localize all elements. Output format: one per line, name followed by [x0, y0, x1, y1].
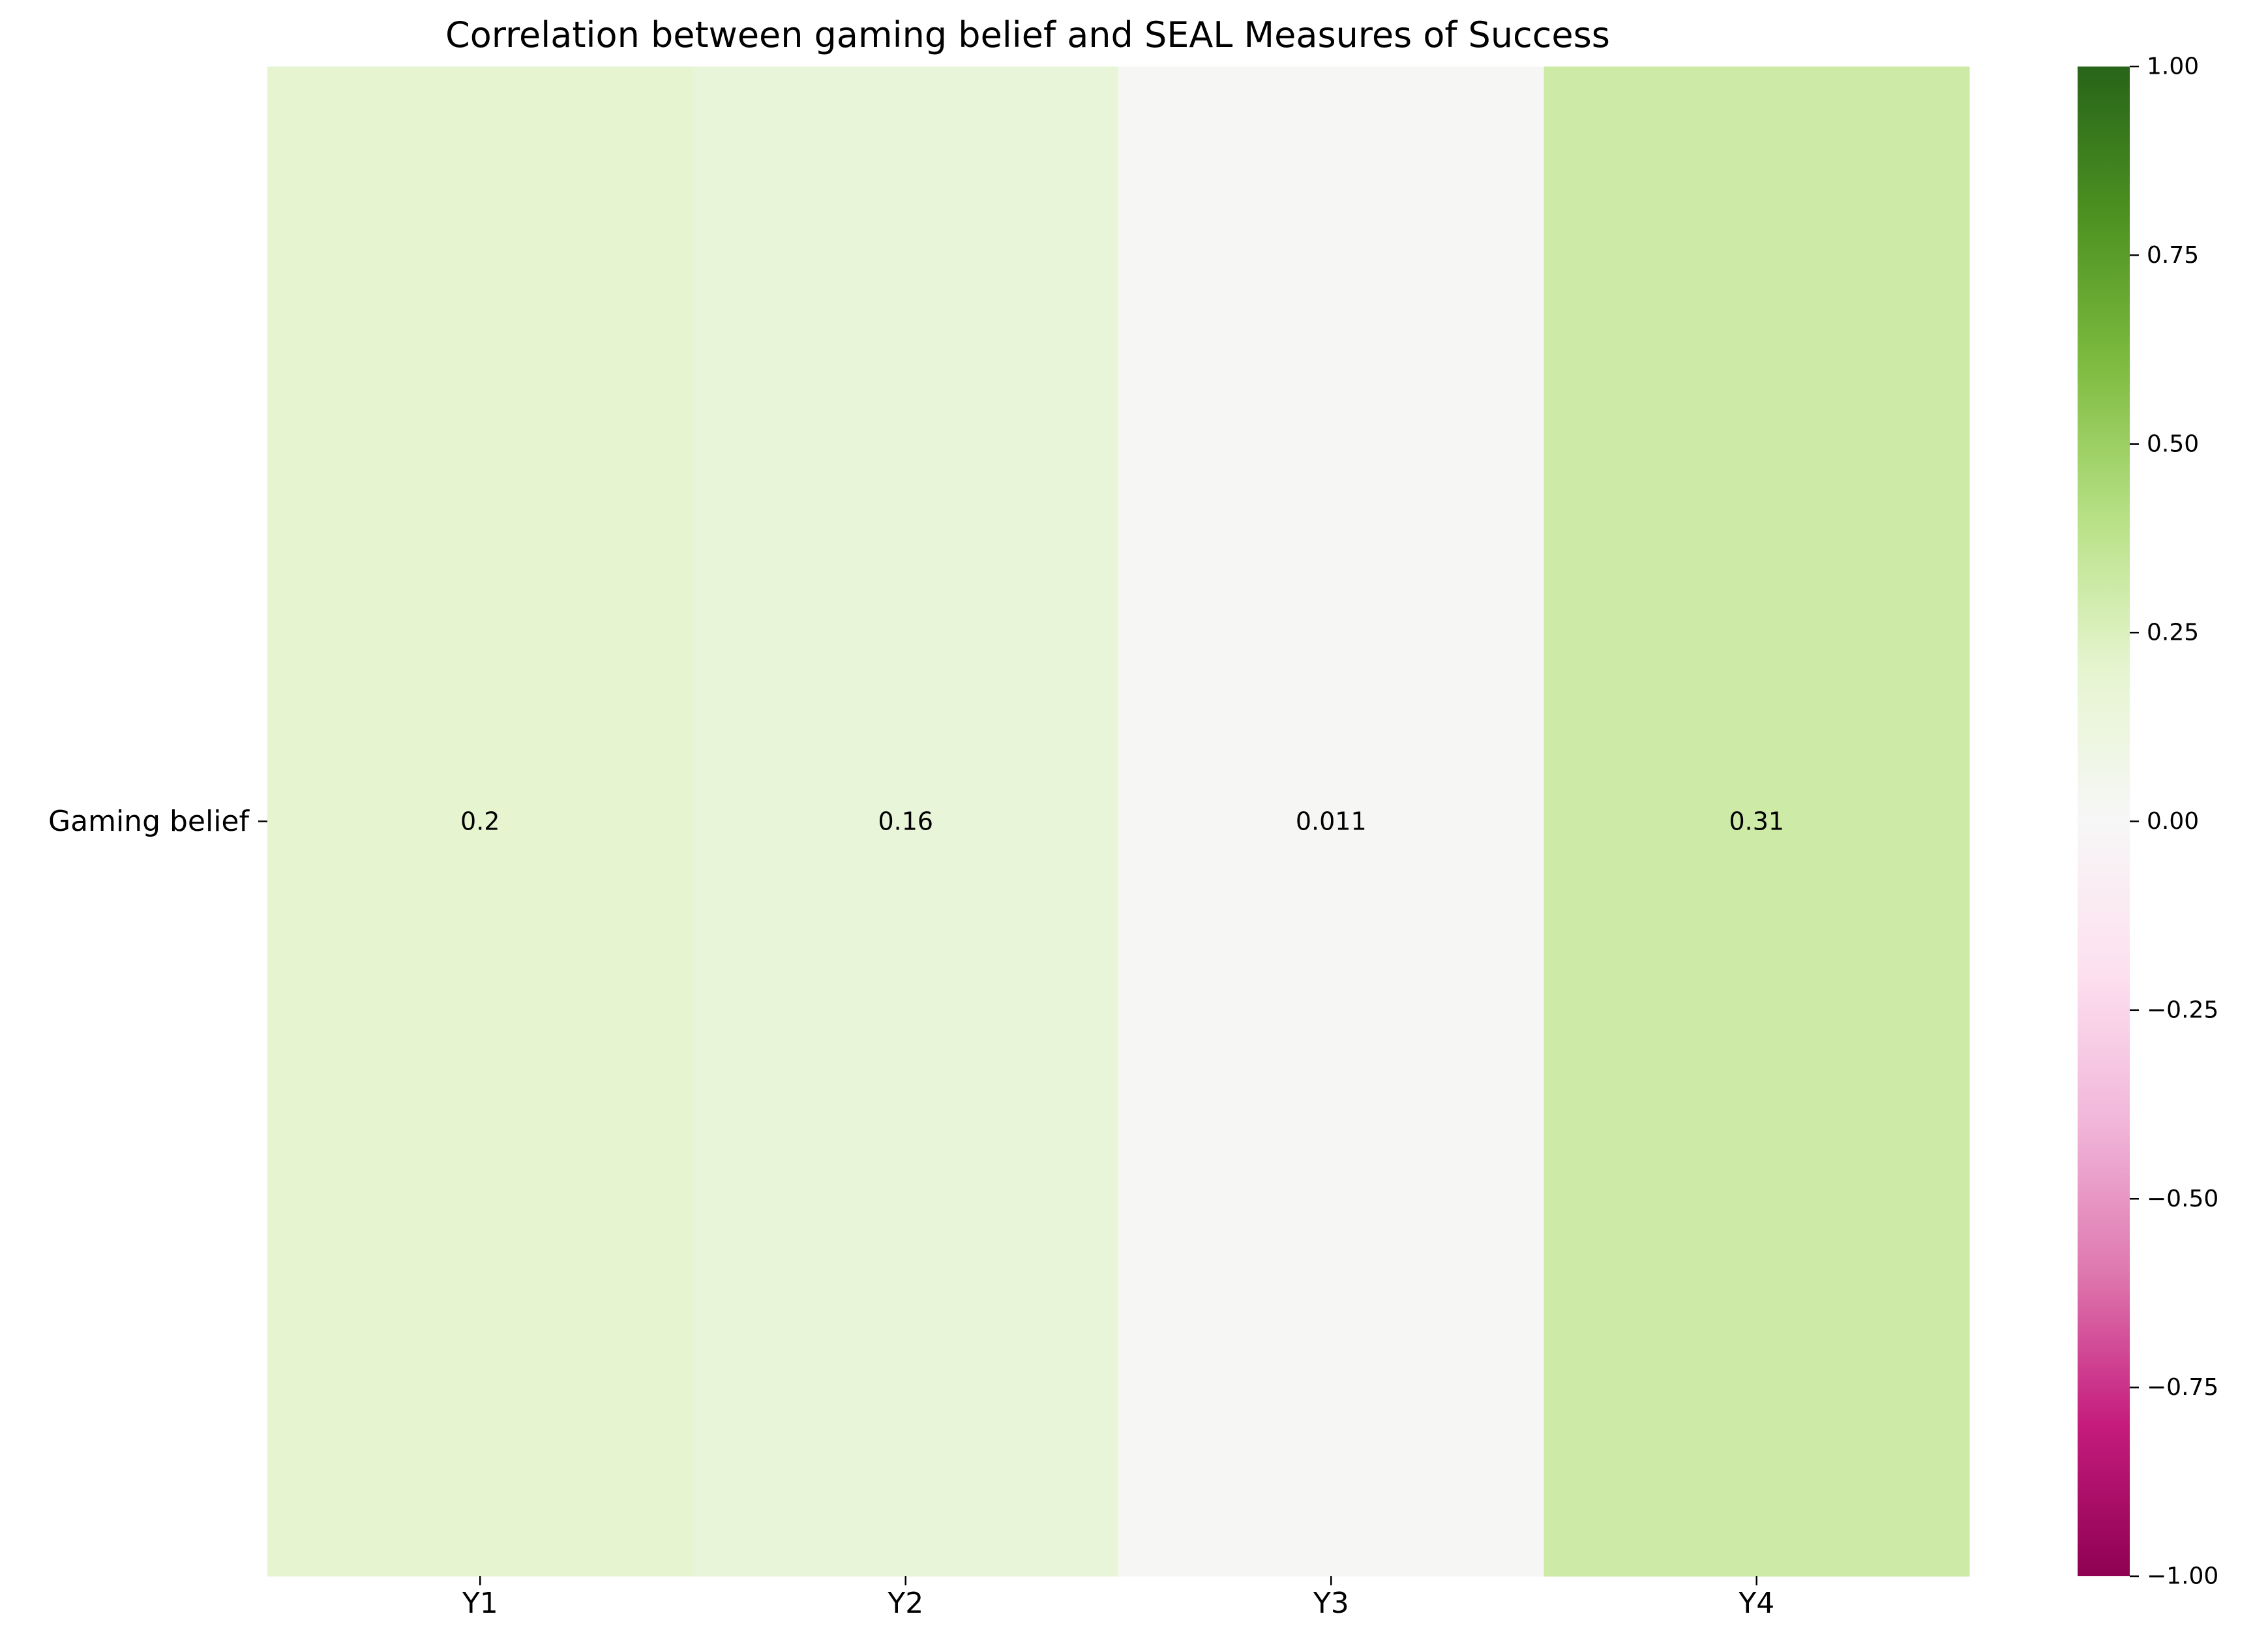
- colorbar-tick-label: 0.50: [2147, 430, 2199, 457]
- colorbar-tick-label: 0.25: [2147, 620, 2199, 646]
- cell-value-label: 0.011: [1296, 807, 1367, 836]
- x-tick-label: Y2: [887, 1587, 923, 1620]
- colorbar-tick-label: −0.25: [2147, 996, 2218, 1023]
- colorbar-tick-label: −1.00: [2147, 1563, 2218, 1590]
- heatmap-cell: [693, 67, 1119, 1577]
- cell-value-label: 0.2: [460, 807, 500, 836]
- colorbar-tick-label: 1.00: [2147, 53, 2199, 80]
- colorbar-tick-label: 0.75: [2147, 242, 2199, 269]
- y-tick-label: Gaming belief: [48, 805, 250, 838]
- colorbar-axis: 1.00 0.75 0.50 0.25 0.00 −0.25 −0.50 −0.75 −1.00: [2130, 53, 2218, 1590]
- x-axis: Y1 Y2 Y3 Y4: [462, 1576, 1774, 1620]
- x-tick-label: Y1: [462, 1587, 498, 1620]
- x-tick-label: Y3: [1313, 1587, 1349, 1620]
- heatmap-cells: [267, 67, 1970, 1577]
- x-tick-label: Y4: [1738, 1587, 1774, 1620]
- y-axis: Gaming belief: [48, 805, 267, 838]
- cell-value-label: 0.31: [1729, 807, 1784, 836]
- colorbar-tick-label: −0.75: [2147, 1374, 2218, 1401]
- heatmap-cell: [267, 67, 693, 1577]
- colorbar-tick-label: −0.50: [2147, 1186, 2218, 1212]
- heatmap-cell: [1544, 67, 1970, 1577]
- cell-value-label: 0.16: [878, 807, 933, 836]
- chart-title: Correlation between gaming belief and SE…: [445, 14, 1610, 55]
- colorbar: [2078, 67, 2130, 1576]
- heatmap-cell: [1118, 67, 1544, 1577]
- colorbar-tick-label: 0.00: [2147, 808, 2199, 835]
- heatmap-cell-labels: 0.2 0.16 0.011 0.31: [460, 807, 1784, 836]
